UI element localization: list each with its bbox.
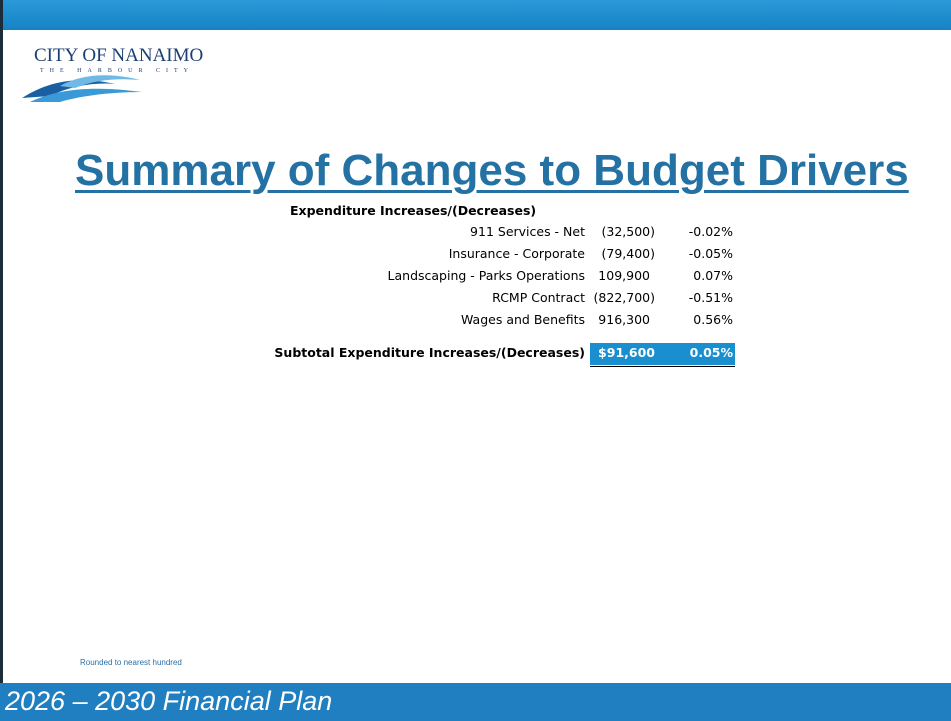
- subtotal-percent: 0.05%: [689, 345, 733, 360]
- top-bar: [0, 0, 951, 30]
- row-label: 911 Services - Net: [470, 224, 585, 239]
- row-percent: 0.56%: [693, 312, 733, 327]
- row-label: Landscaping - Parks Operations: [387, 268, 585, 283]
- slide-title: Summary of Changes to Budget Drivers: [75, 146, 909, 195]
- footer-bar: [0, 683, 951, 721]
- subtotal-label: Subtotal Expenditure Increases/(Decrease…: [274, 345, 585, 360]
- subtotal-currency: $: [598, 345, 607, 360]
- row-label: Insurance - Corporate: [448, 246, 585, 261]
- row-percent: 0.07%: [693, 268, 733, 283]
- row-amount: 916,300: [598, 312, 650, 327]
- row-percent: -0.51%: [688, 290, 733, 305]
- footnote: Rounded to nearest hundred: [80, 658, 182, 667]
- logo-waves: [22, 75, 142, 102]
- row-amount: (79,400): [601, 246, 656, 261]
- row-amount: (32,500): [601, 224, 656, 239]
- subtotal-highlight: [590, 343, 735, 365]
- footer-text: 2026 – 2030 Financial Plan: [5, 686, 333, 716]
- row-percent: -0.02%: [688, 224, 733, 239]
- row-percent: -0.05%: [688, 246, 733, 261]
- logo-name: CITY OF NANAIMO: [34, 45, 204, 66]
- logo-tagline: THE HARBOUR CITY: [40, 68, 194, 74]
- subtotal-rule: [590, 366, 735, 367]
- row-amount: (822,700): [593, 290, 655, 305]
- row-amount: 109,900: [598, 268, 650, 283]
- table-header: Expenditure Increases/(Decreases): [290, 203, 537, 218]
- subtotal-amount: 91,600: [606, 345, 655, 360]
- row-label: RCMP Contract: [492, 290, 585, 305]
- left-edge: [0, 0, 3, 721]
- row-label: Wages and Benefits: [461, 312, 585, 327]
